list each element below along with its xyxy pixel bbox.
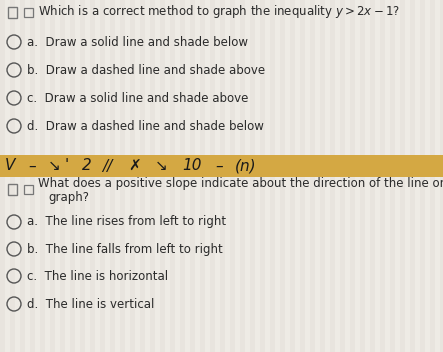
- Text: c.  Draw a solid line and shade above: c. Draw a solid line and shade above: [27, 92, 249, 105]
- Bar: [250, 0, 255, 352]
- Bar: [300, 0, 305, 352]
- Bar: [440, 0, 443, 352]
- Text: ↘: ↘: [48, 158, 61, 174]
- Bar: [310, 0, 315, 352]
- Bar: [8, 183, 17, 195]
- Text: a.  Draw a solid line and shade below: a. Draw a solid line and shade below: [27, 36, 248, 49]
- Bar: [170, 0, 175, 352]
- Bar: [280, 0, 285, 352]
- Bar: [200, 0, 205, 352]
- Bar: [230, 0, 235, 352]
- Bar: [24, 7, 33, 17]
- Bar: [420, 0, 425, 352]
- Bar: [240, 0, 245, 352]
- Text: //: //: [102, 158, 112, 174]
- Text: (n): (n): [235, 158, 256, 174]
- Bar: [380, 0, 385, 352]
- Bar: [70, 0, 75, 352]
- Bar: [350, 0, 355, 352]
- Text: d.  Draw a dashed line and shade below: d. Draw a dashed line and shade below: [27, 119, 264, 132]
- Bar: [160, 0, 165, 352]
- Text: 2: 2: [82, 158, 92, 174]
- Text: ✗: ✗: [128, 158, 141, 174]
- Text: 10: 10: [182, 158, 202, 174]
- Text: V: V: [5, 158, 16, 174]
- Bar: [370, 0, 375, 352]
- Text: b.  The line falls from left to right: b. The line falls from left to right: [27, 243, 223, 256]
- Bar: [400, 0, 405, 352]
- Bar: [80, 0, 85, 352]
- Bar: [10, 0, 15, 352]
- Bar: [8, 6, 17, 18]
- Text: –: –: [215, 158, 223, 174]
- Bar: [130, 0, 135, 352]
- Bar: [110, 0, 115, 352]
- Bar: [340, 0, 345, 352]
- Bar: [120, 0, 125, 352]
- Text: b.  Draw a dashed line and shade above: b. Draw a dashed line and shade above: [27, 63, 265, 76]
- Text: ': ': [65, 158, 69, 174]
- Bar: [330, 0, 335, 352]
- Bar: [260, 0, 265, 352]
- Bar: [430, 0, 435, 352]
- Bar: [0, 0, 5, 352]
- Text: d.  The line is vertical: d. The line is vertical: [27, 297, 154, 310]
- Text: –: –: [28, 158, 35, 174]
- Text: c.  The line is horizontal: c. The line is horizontal: [27, 270, 168, 283]
- Bar: [180, 0, 185, 352]
- Bar: [390, 0, 395, 352]
- Bar: [24, 184, 33, 194]
- Bar: [30, 0, 35, 352]
- Bar: [210, 0, 215, 352]
- Bar: [360, 0, 365, 352]
- Bar: [40, 0, 45, 352]
- Bar: [220, 0, 225, 352]
- Bar: [270, 0, 275, 352]
- Bar: [290, 0, 295, 352]
- Bar: [0, 155, 443, 177]
- Bar: [320, 0, 325, 352]
- Text: Which is a correct method to graph the inequality $y > 2x - 1$?: Which is a correct method to graph the i…: [38, 4, 400, 20]
- Text: What does a positive slope indicate about the direction of the line on a: What does a positive slope indicate abou…: [38, 176, 443, 189]
- Bar: [60, 0, 65, 352]
- Bar: [20, 0, 25, 352]
- Bar: [100, 0, 105, 352]
- Bar: [50, 0, 55, 352]
- Bar: [410, 0, 415, 352]
- Bar: [140, 0, 145, 352]
- Bar: [150, 0, 155, 352]
- Text: ↘: ↘: [155, 158, 168, 174]
- Text: graph?: graph?: [48, 190, 89, 203]
- Bar: [90, 0, 95, 352]
- Bar: [190, 0, 195, 352]
- Text: a.  The line rises from left to right: a. The line rises from left to right: [27, 215, 226, 228]
